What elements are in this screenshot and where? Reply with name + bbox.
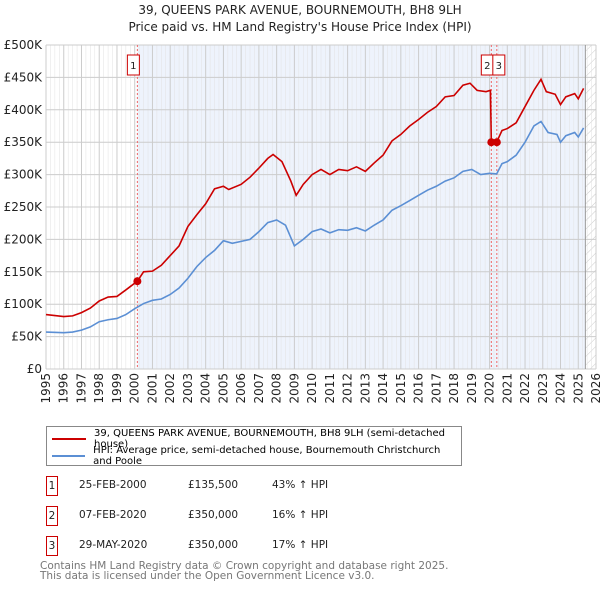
sale-hpi: 16% ↑ HPI <box>272 509 329 521</box>
x-tick-label: 1999 <box>110 373 124 404</box>
x-tick-label: 2025 <box>571 373 585 404</box>
sale-marker-label: 1 <box>46 476 58 496</box>
sale-price: £350,000 <box>188 509 239 521</box>
sale-date: 25-FEB-2000 <box>79 479 147 491</box>
y-tick-label: £0 <box>27 362 42 376</box>
y-tick-label: £250K <box>4 200 44 214</box>
y-tick-label: £50K <box>11 330 43 344</box>
x-tick-label: 2013 <box>358 373 372 404</box>
sale-marker-box <box>126 54 140 76</box>
x-tick-label: 2011 <box>323 373 337 404</box>
y-tick-label: £450K <box>4 70 44 84</box>
footer: Contains HM Land Registry data © Crown c… <box>40 560 449 582</box>
y-tick-label: £300K <box>4 168 44 182</box>
footer-line: Contains HM Land Registry data © Crown c… <box>40 560 449 572</box>
y-tick-label: £500K <box>4 38 44 52</box>
x-tick-label: 1998 <box>92 373 106 404</box>
legend-swatch-blue <box>52 454 86 457</box>
x-tick-label: 2007 <box>252 373 266 404</box>
x-tick-label: 1995 <box>39 373 53 404</box>
x-tick-label: 2001 <box>145 373 159 404</box>
x-tick-label: 2022 <box>518 373 532 404</box>
x-tick-label: 2005 <box>216 373 230 404</box>
x-tick-label: 2000 <box>128 373 142 404</box>
x-tick-label: 2017 <box>429 373 443 404</box>
x-tick-label: 2002 <box>163 373 177 404</box>
legend-label: 39, QUEENS PARK AVENUE, BOURNEMOUTH, BH8… <box>94 427 445 450</box>
x-tick-label: 2019 <box>465 373 479 404</box>
x-tick-label: 1996 <box>57 373 71 404</box>
x-tick-label: 1997 <box>74 373 88 404</box>
y-tick-label: £400K <box>4 103 44 117</box>
sale-point <box>492 138 501 147</box>
sale-hpi: 43% ↑ HPI <box>272 479 329 491</box>
y-tick-label: £150K <box>4 265 44 279</box>
sale-point <box>133 277 142 286</box>
legend-swatch-red <box>52 437 87 440</box>
price-chart: £0 £50K £100K £150K £200K £250K £300K £350K £400… <box>4 38 600 404</box>
x-tick-label: 2024 <box>554 373 568 404</box>
sale-marker-label: 2 <box>46 506 58 526</box>
x-tick-label: 2006 <box>234 373 248 404</box>
x-tick-label: 2016 <box>412 373 426 404</box>
sale-point <box>487 138 496 147</box>
sale-marker-label: 2 <box>484 61 490 72</box>
x-tick-label: 2003 <box>181 373 195 404</box>
x-tick-label: 2008 <box>270 373 284 404</box>
x-tick-label: 2020 <box>483 373 497 404</box>
sale-date: 07-FEB-2020 <box>79 509 147 521</box>
y-tick-label: £350K <box>4 135 44 149</box>
x-tick-label: 2021 <box>500 373 514 404</box>
property-price-line <box>45 77 585 318</box>
sale-marker-box <box>492 54 506 76</box>
sale-price: £135,500 <box>188 479 239 491</box>
legend-label: HPI: Average price, semi-detached house,… <box>93 444 441 467</box>
sale-marker-label: 1 <box>130 61 136 72</box>
x-tick-label: 2023 <box>536 373 550 404</box>
sale-price: £350,000 <box>188 539 239 551</box>
sale-marker-label: 3 <box>46 536 58 556</box>
x-tick-label: 2014 <box>376 373 390 404</box>
hpi-line <box>45 120 585 334</box>
legend: 39, QUEENS PARK AVENUE, BOURNEMOUTH, BH8… <box>46 426 462 467</box>
legend-item-property: 39, QUEENS PARK AVENUE, BOURNEMOUTH, BH8… <box>47 427 461 450</box>
x-tick-label: 2015 <box>394 373 408 404</box>
sale-date: 29-MAY-2020 <box>79 539 148 551</box>
x-tick-label: 2026 <box>589 373 600 404</box>
y-tick-label: £100K <box>4 297 44 311</box>
x-tick-label: 2009 <box>287 373 301 404</box>
chart-subtitle: Price paid vs. HM Land Registry's House … <box>128 20 472 34</box>
x-tick-label: 2004 <box>199 373 213 404</box>
x-tick-label: 2018 <box>447 373 461 404</box>
x-tick-label: 2012 <box>341 373 355 404</box>
sale-hpi: 17% ↑ HPI <box>272 539 329 551</box>
x-tick-label: 2010 <box>305 373 319 404</box>
chart-title: 39, QUEENS PARK AVENUE, BOURNEMOUTH, BH8… <box>138 3 462 17</box>
legend-item-hpi: HPI: Average price, semi-detached house,… <box>47 444 461 467</box>
footer-line: This data is licensed under the Open Gov… <box>40 570 375 582</box>
sale-marker-label: 3 <box>496 61 502 72</box>
y-tick-label: £200K <box>4 232 44 246</box>
